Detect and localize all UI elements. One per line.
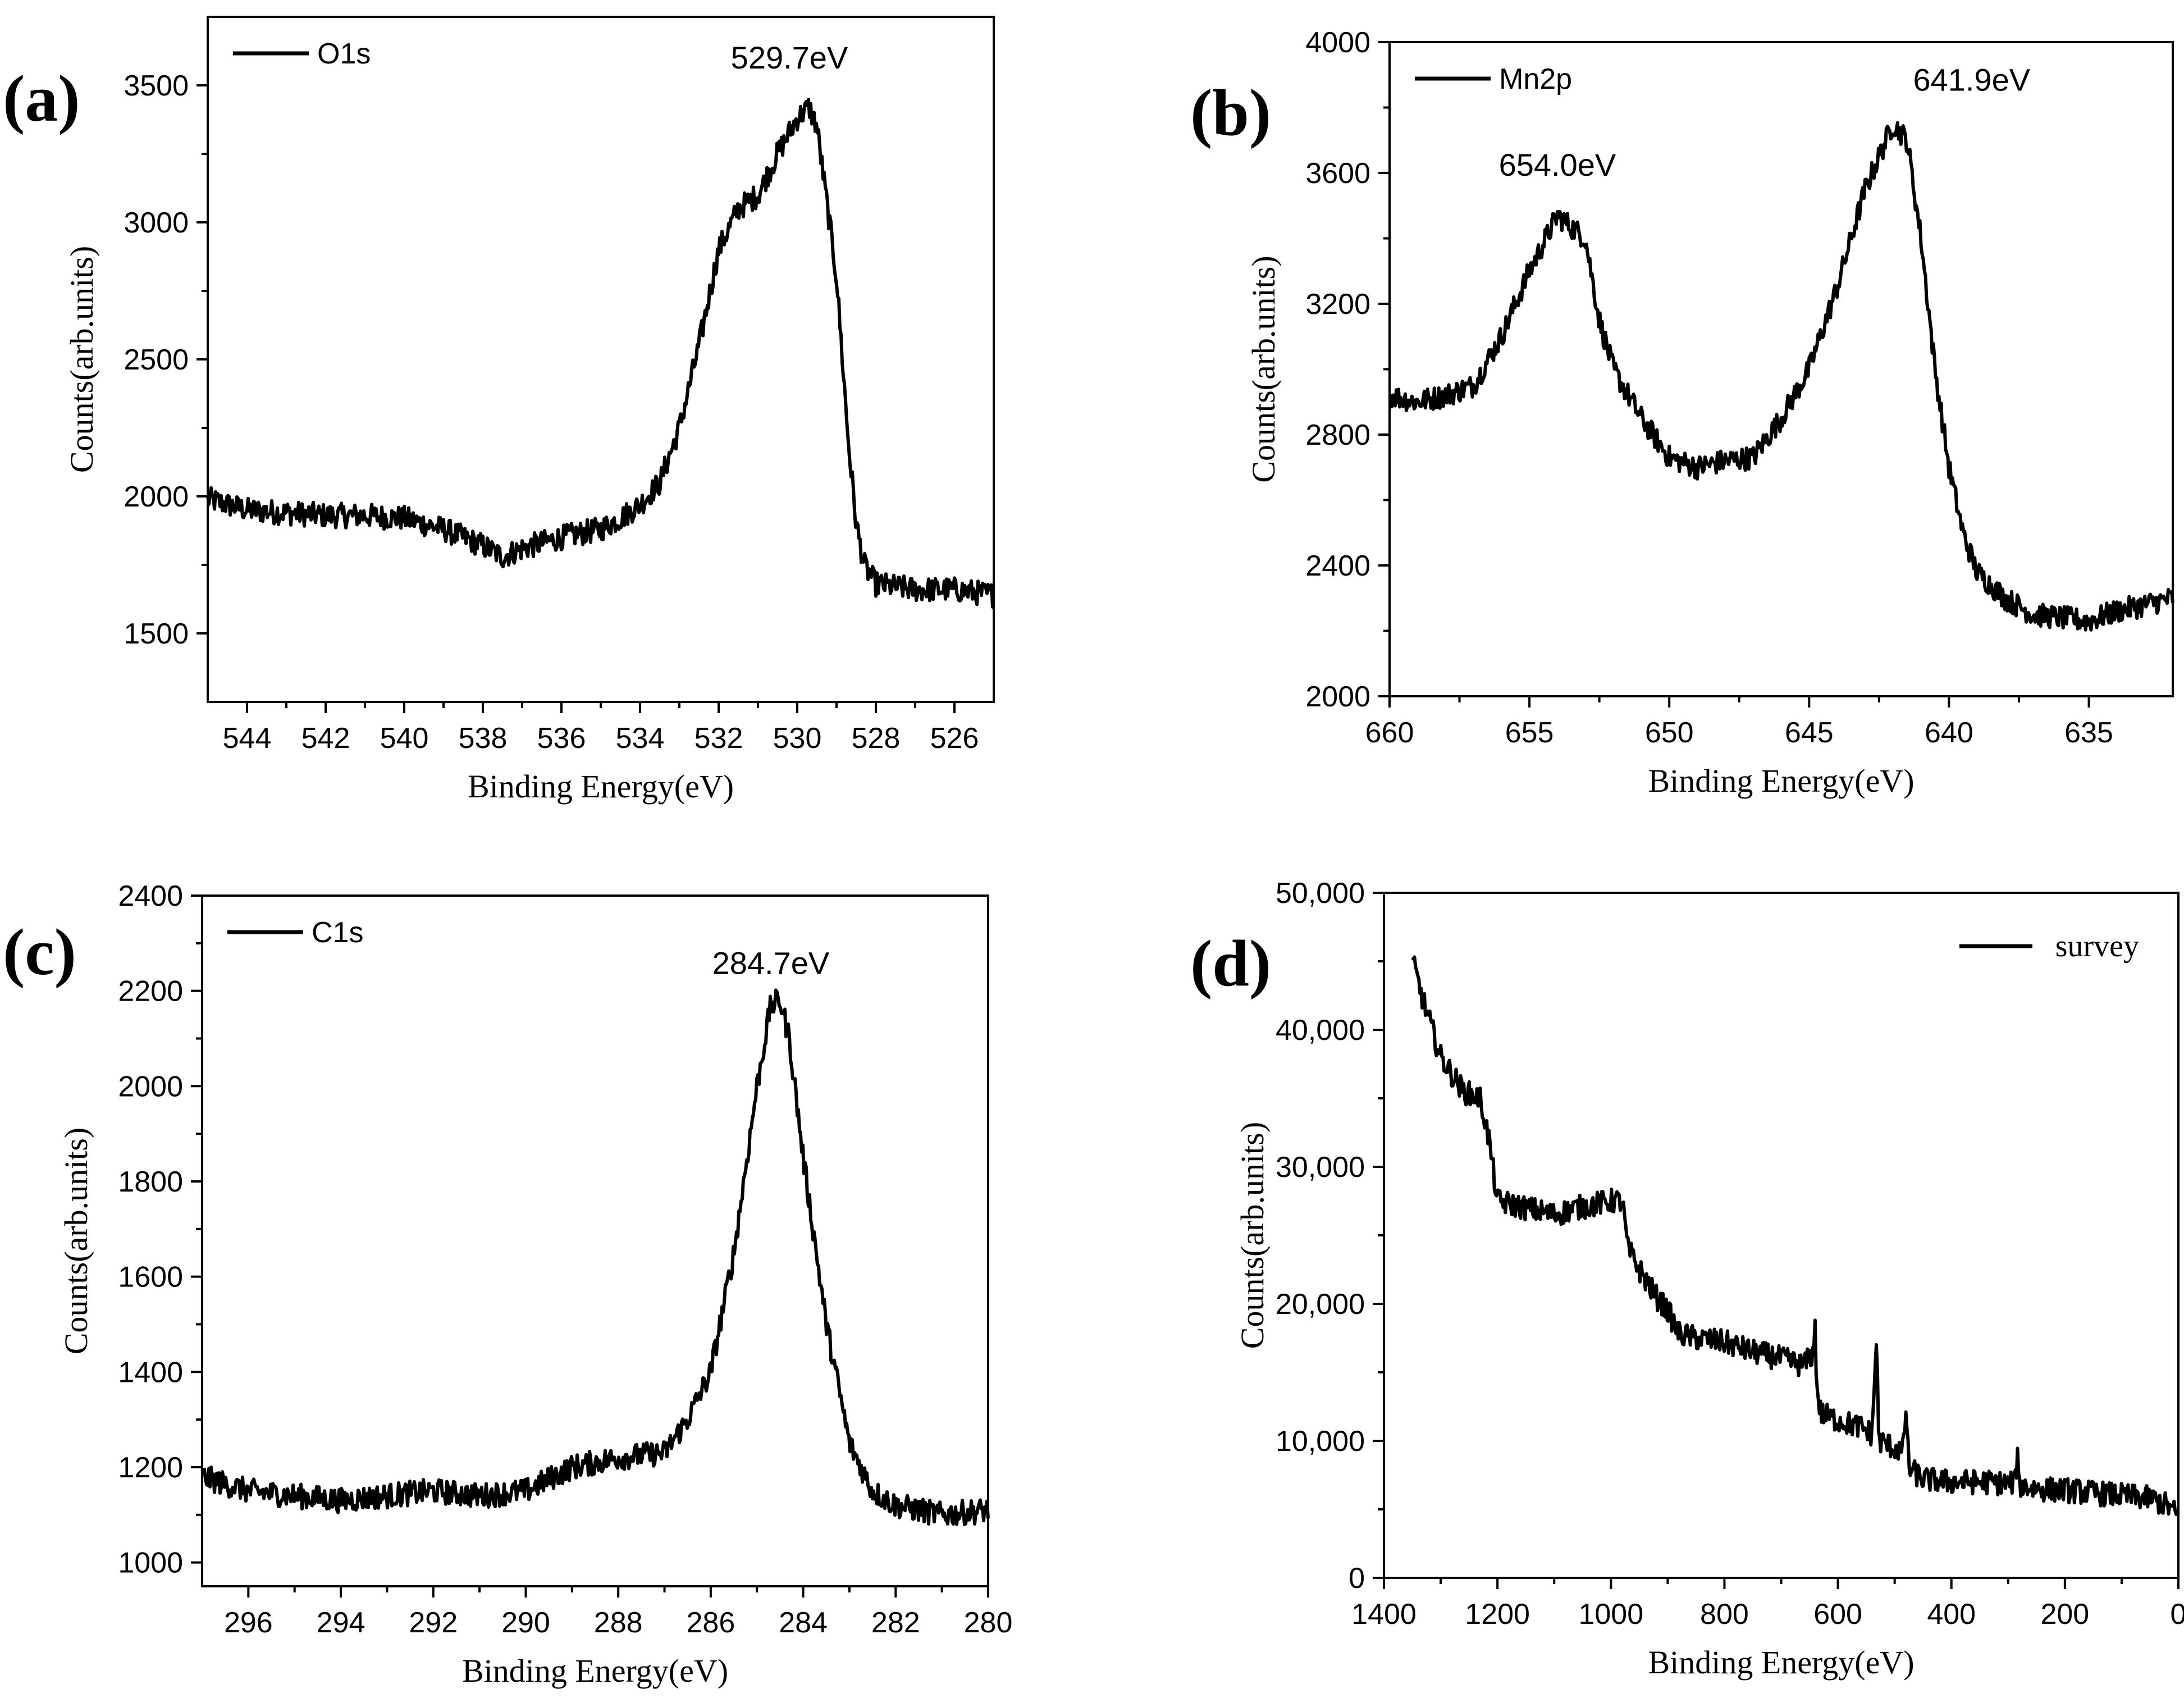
x-axis-title: Binding Energy(eV) xyxy=(468,768,734,805)
x-tick-label: 400 xyxy=(1927,1598,1976,1631)
y-tick-label: 0 xyxy=(1349,1562,1365,1595)
legend-label: survey xyxy=(2055,929,2139,964)
x-tick-label: 292 xyxy=(409,1606,458,1639)
legend-label: Mn2p xyxy=(1499,63,1572,95)
x-tick-label: 1000 xyxy=(1578,1598,1643,1631)
panel-b: (b) 660 655 650 645 640 635 2000 2400 2800 3200 360… xyxy=(1190,26,2174,799)
y-tick-label: 10,000 xyxy=(1276,1425,1365,1458)
y-tick-label: 20,000 xyxy=(1276,1288,1365,1321)
y-tick-label: 2800 xyxy=(1305,419,1370,451)
y-tick-label: 3200 xyxy=(1305,288,1370,321)
y-tick-label: 1600 xyxy=(118,1261,183,1294)
x-tick-label: 600 xyxy=(1813,1598,1862,1631)
x-axis-title: Binding Energy(eV) xyxy=(1648,1644,1914,1681)
series-line-survey xyxy=(1411,955,2180,1516)
panel-a: (a) 544 542 540 538 536 534 532 530 528 526 1500 200… xyxy=(3,16,995,805)
x-tick-label: 286 xyxy=(686,1606,735,1639)
x-tick-label: 800 xyxy=(1700,1598,1749,1631)
y-tick-label: 1400 xyxy=(118,1356,183,1389)
peak-annotation: 641.9eV xyxy=(1913,62,2030,98)
y-tick-label: 4000 xyxy=(1305,26,1370,59)
y-tick-label: 50,000 xyxy=(1276,877,1365,910)
x-tick-label: 1200 xyxy=(1465,1598,1530,1631)
x-tick-label: 296 xyxy=(224,1606,273,1639)
y-tick-label: 30,000 xyxy=(1276,1151,1365,1184)
x-tick-label: 660 xyxy=(1365,716,1414,749)
x-tick-label: 534 xyxy=(616,722,665,755)
x-tick-label: 200 xyxy=(2040,1598,2089,1631)
x-tick-label: 542 xyxy=(301,722,350,755)
x-tick-label: 544 xyxy=(223,722,272,755)
x-tick-label: 655 xyxy=(1505,716,1554,749)
peak-annotation: 654.0eV xyxy=(1499,147,1616,182)
y-tick-label: 3000 xyxy=(124,207,189,239)
x-tick-label: 294 xyxy=(317,1606,365,1639)
x-tick-label: 536 xyxy=(537,722,586,755)
y-tick-label: 2500 xyxy=(124,344,189,376)
x-tick-label: 528 xyxy=(852,722,901,755)
legend-label: O1s xyxy=(317,38,371,70)
x-tick-label: 526 xyxy=(930,722,979,755)
plot-frame xyxy=(1388,41,2174,697)
x-tick-label: 532 xyxy=(695,722,743,755)
plot-frame xyxy=(207,16,995,703)
y-axis-title: Counts(arb.units) xyxy=(1234,1122,1271,1349)
x-tick-label: 290 xyxy=(501,1606,550,1639)
x-tick-label: 282 xyxy=(871,1606,920,1639)
plot-frame xyxy=(201,894,989,1587)
x-tick-label: 650 xyxy=(1645,716,1694,749)
y-tick-label: 1200 xyxy=(118,1452,183,1484)
x-tick-label: 635 xyxy=(2064,716,2113,749)
plot-frame xyxy=(1383,892,2180,1579)
y-axis-title: Counts(arb.units) xyxy=(63,246,100,473)
y-tick-label: 2000 xyxy=(124,481,189,513)
peak-annotation: 529.7eV xyxy=(731,40,848,75)
y-tick-label: 3500 xyxy=(124,70,189,102)
panel-label: (a) xyxy=(3,62,80,135)
series-line-mn2p xyxy=(1389,121,2174,632)
y-axis-title: Counts(arb.units) xyxy=(58,1128,94,1354)
y-tick-label: 2400 xyxy=(1305,550,1370,582)
series-line-o1s xyxy=(206,98,994,609)
x-tick-label: 530 xyxy=(773,722,822,755)
x-tick-label: 1400 xyxy=(1351,1598,1417,1631)
panel-label: (b) xyxy=(1190,76,1271,149)
y-tick-label: 2000 xyxy=(1305,681,1370,713)
y-tick-label: 1000 xyxy=(118,1547,183,1580)
y-axis-title: Counts(arb.units) xyxy=(1245,255,1282,482)
x-tick-label: 640 xyxy=(1925,716,1973,749)
y-tick-label: 2400 xyxy=(118,880,183,912)
panel-label: (c) xyxy=(3,915,76,989)
legend-label: C1s xyxy=(312,916,363,949)
x-tick-label: 0 xyxy=(2171,1598,2184,1631)
x-tick-label: 280 xyxy=(964,1606,1013,1639)
panel-c: (c) 296 294 292 290 288 286 284 282 280 1000 1200 14… xyxy=(3,880,1012,1689)
y-tick-label: 40,000 xyxy=(1276,1014,1365,1047)
x-tick-label: 284 xyxy=(779,1606,828,1639)
y-tick-label: 1500 xyxy=(124,618,189,650)
panel-label: (d) xyxy=(1190,926,1271,1000)
y-tick-label: 2000 xyxy=(118,1070,183,1103)
x-tick-label: 540 xyxy=(380,722,429,755)
x-tick-label: 645 xyxy=(1785,716,1834,749)
x-tick-label: 288 xyxy=(594,1606,643,1639)
series-line-c1s xyxy=(200,988,990,1527)
x-axis-title: Binding Energy(eV) xyxy=(462,1653,728,1689)
y-tick-label: 2200 xyxy=(118,975,183,1008)
y-tick-label: 1800 xyxy=(118,1166,183,1198)
x-axis-title: Binding Energy(eV) xyxy=(1648,763,1914,799)
x-tick-label: 538 xyxy=(459,722,508,755)
y-tick-label: 3600 xyxy=(1305,157,1370,190)
peak-annotation: 284.7eV xyxy=(712,946,830,981)
panel-d: (d) 1400 1200 1000 800 600 400 200 0 0 10,000 20,00… xyxy=(1190,877,2184,1681)
